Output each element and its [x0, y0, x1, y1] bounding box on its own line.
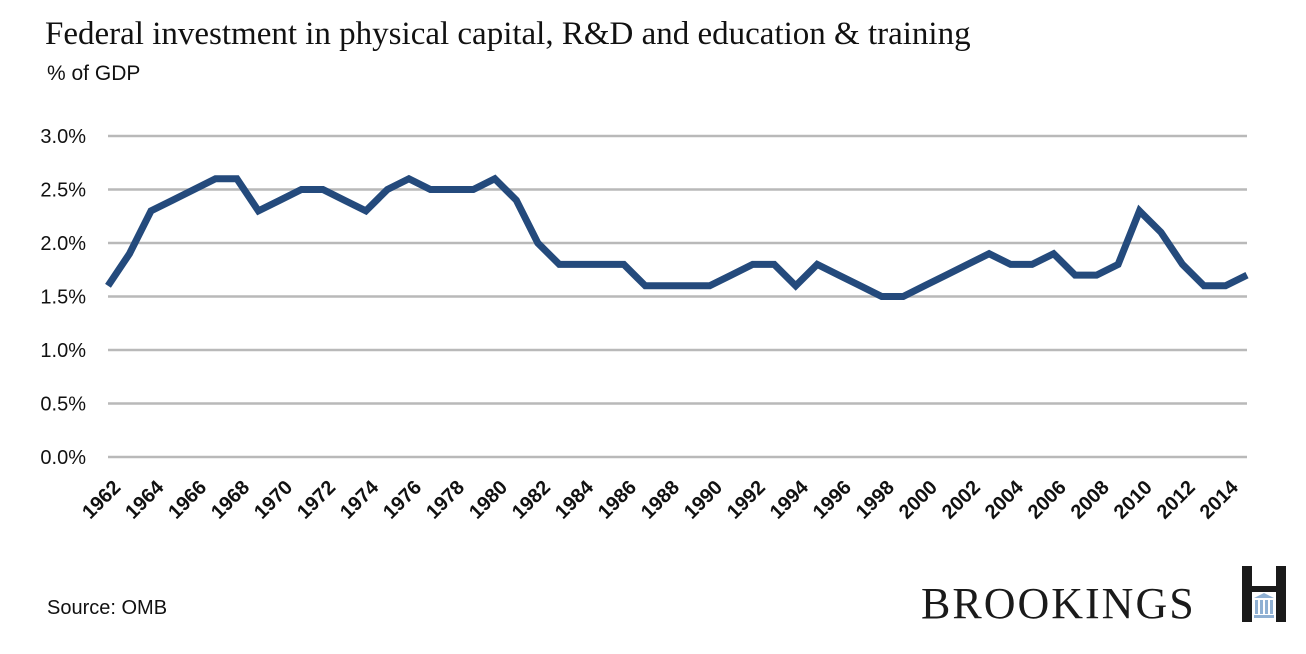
x-tick-label: 1972 [293, 476, 340, 523]
x-tick-label: 1968 [207, 476, 254, 523]
x-tick-label: 1964 [121, 476, 169, 524]
x-tick-label: 2004 [981, 476, 1029, 524]
x-tick-label: 1976 [379, 476, 426, 523]
brookings-h-icon [1242, 566, 1286, 622]
x-axis-ticks: 1962196419661968197019721974197619781980… [78, 476, 1243, 524]
gridlines [108, 134, 1247, 459]
y-tick-label: 0.0% [40, 447, 86, 469]
x-tick-label: 2010 [1110, 476, 1157, 523]
y-tick-label: 1.5% [40, 287, 86, 309]
y-tick-label: 0.5% [40, 394, 86, 416]
x-tick-label: 1980 [465, 476, 512, 523]
series-line [105, 174, 1249, 300]
y-tick-label: 1.0% [40, 340, 86, 362]
brand-logo-text: BROOKINGS [921, 579, 1196, 628]
x-tick-label: 2000 [895, 476, 942, 523]
x-tick-label: 1994 [766, 476, 814, 524]
y-axis-ticks: 0.0% 0.5% 1.0% 1.5% 2.0% 2.5% 3.0% [40, 126, 86, 469]
x-tick-label: 1986 [594, 476, 641, 523]
x-tick-label: 1978 [422, 476, 469, 523]
x-tick-label: 2012 [1153, 476, 1200, 523]
x-tick-label: 2002 [938, 476, 985, 523]
chart-subtitle: % of GDP [47, 62, 141, 85]
x-tick-label: 1984 [551, 476, 599, 524]
x-tick-label: 1992 [723, 476, 770, 523]
y-tick-label: 2.5% [40, 180, 86, 202]
series-layer [105, 174, 1249, 300]
y-tick-label: 3.0% [40, 126, 86, 148]
x-tick-label: 2014 [1196, 476, 1244, 524]
x-tick-label: 2008 [1067, 476, 1114, 523]
x-tick-label: 1982 [508, 476, 555, 523]
x-tick-label: 1970 [250, 476, 297, 523]
x-tick-label: 1988 [637, 476, 684, 523]
x-tick-label: 1996 [809, 476, 856, 523]
x-tick-label: 1966 [164, 476, 211, 523]
line-chart: 0.0%0.5%1.0%1.5%2.0%2.5%3.0% 19621964196… [40, 126, 1249, 524]
x-tick-label: 1998 [852, 476, 899, 523]
x-tick-label: 2006 [1024, 476, 1071, 523]
x-tick-label: 1974 [336, 476, 384, 524]
chart-title: Federal investment in physical capital, … [45, 16, 971, 52]
x-tick-label: 1990 [680, 476, 727, 523]
source-note: Source: OMB [47, 597, 168, 619]
y-tick-label: 2.0% [40, 233, 86, 255]
x-tick-label: 1962 [78, 476, 125, 523]
